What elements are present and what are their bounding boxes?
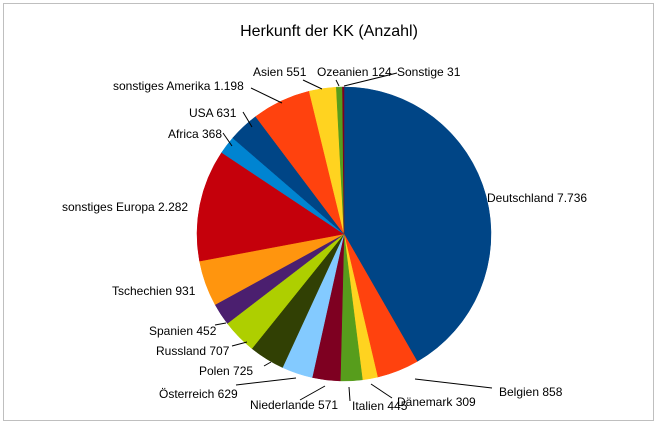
slice-label: Niederlande 571: [250, 398, 338, 412]
slice-label: Belgien 858: [499, 385, 563, 399]
slice-label: sonstiges Europa 2.282: [62, 200, 188, 214]
slice-label: Spanien 452: [149, 324, 217, 338]
slice-label: Tschechien 931: [112, 284, 196, 298]
leader-line: [263, 361, 272, 367]
chart-title: Herkunft der KK (Anzahl): [240, 23, 418, 40]
slice-label: Polen 725: [199, 364, 253, 378]
leader-line: [335, 79, 340, 87]
leader-line: [414, 378, 493, 389]
leader-line: [214, 322, 227, 326]
leader-line: [299, 385, 326, 401]
leader-line: [250, 87, 283, 104]
slice-label: Sonstige 31: [397, 65, 461, 79]
pie-slice-sonstige: [342, 86, 345, 235]
slice-label: Africa 368: [168, 127, 222, 141]
leader-line: [231, 341, 248, 347]
leader-line: [235, 377, 297, 386]
slice-label: Ozeanien 124: [317, 65, 392, 79]
slice-label: Dänemark 309: [397, 395, 476, 409]
pie-slice-sonstiges-europa: [196, 152, 345, 262]
pie-slices: [196, 86, 492, 382]
leader-line: [222, 132, 233, 147]
slice-label: Österreich 629: [159, 387, 238, 401]
leader-line: [302, 79, 323, 90]
leader-lines: [214, 72, 493, 402]
leader-line: [370, 383, 393, 399]
leader-line: [343, 72, 398, 87]
slice-label: Deutschland 7.736: [487, 191, 587, 205]
slice-label: sonstiges Amerika 1.198: [113, 79, 244, 93]
slice-label: Italien 445: [352, 399, 408, 413]
leader-line: [242, 111, 253, 128]
slice-label: USA 631: [189, 106, 237, 120]
slice-label: Russland 707: [156, 344, 230, 358]
slice-label: Asien 551: [253, 65, 307, 79]
pie-slice-deutschland: [343, 86, 492, 362]
slice-labels: Deutschland 7.736 Belgien 858 Dänemark 309…: [62, 65, 587, 413]
leader-line: [348, 386, 351, 402]
